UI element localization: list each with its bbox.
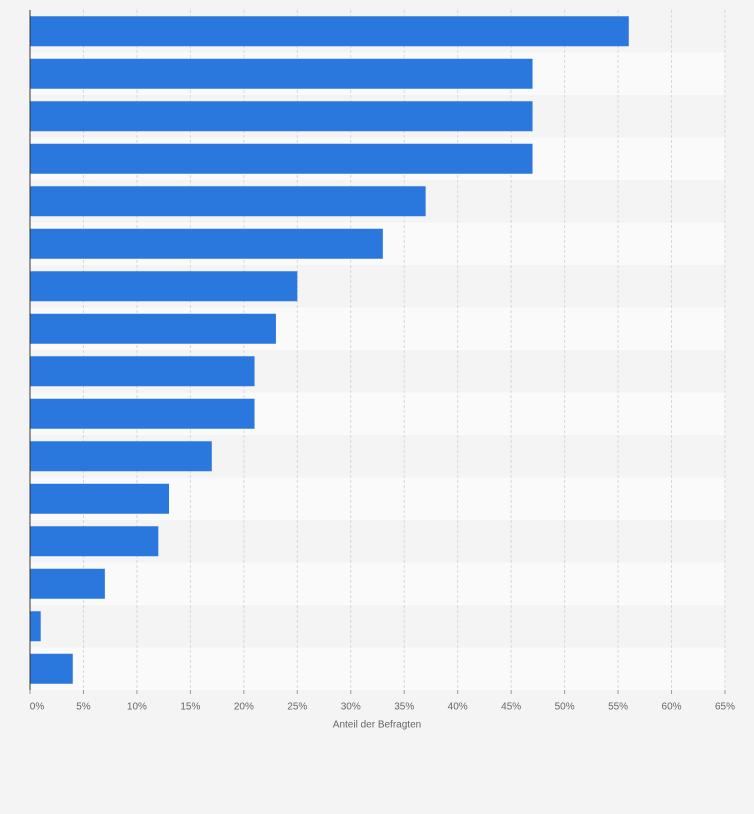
row-band xyxy=(30,562,725,605)
x-tick-label: 5% xyxy=(76,702,91,713)
x-tick-label: 60% xyxy=(662,702,682,713)
bar xyxy=(30,398,255,429)
x-tick-label: 20% xyxy=(234,702,254,713)
bar xyxy=(30,58,533,89)
bar xyxy=(30,228,383,259)
bar xyxy=(30,313,276,344)
x-tick-label: 30% xyxy=(341,702,361,713)
bar xyxy=(30,526,159,557)
grid xyxy=(29,10,726,694)
x-axis-label: Anteil der Befragten xyxy=(333,720,421,731)
bars xyxy=(30,16,629,684)
x-tick-label: 45% xyxy=(501,702,521,713)
bar xyxy=(30,143,533,174)
bar xyxy=(30,568,105,599)
row-band xyxy=(30,605,725,648)
bar xyxy=(30,441,212,472)
x-tick-label: 55% xyxy=(608,702,628,713)
x-tick-label: 0% xyxy=(30,702,45,713)
bar xyxy=(30,271,298,302)
x-tick-label: 65% xyxy=(715,702,735,713)
x-tick-label: 35% xyxy=(394,702,414,713)
x-tick-label: 15% xyxy=(180,702,200,713)
bar xyxy=(30,611,41,642)
bar xyxy=(30,653,73,684)
bar xyxy=(30,483,169,514)
x-tick-label: 25% xyxy=(287,702,307,713)
bar xyxy=(30,101,533,132)
bar xyxy=(30,186,426,217)
x-tick-label: 10% xyxy=(127,702,147,713)
x-tick-label: 50% xyxy=(555,702,575,713)
bar xyxy=(30,356,255,387)
row-band xyxy=(30,647,725,690)
bar xyxy=(30,16,629,47)
x-tick-label: 40% xyxy=(448,702,468,713)
